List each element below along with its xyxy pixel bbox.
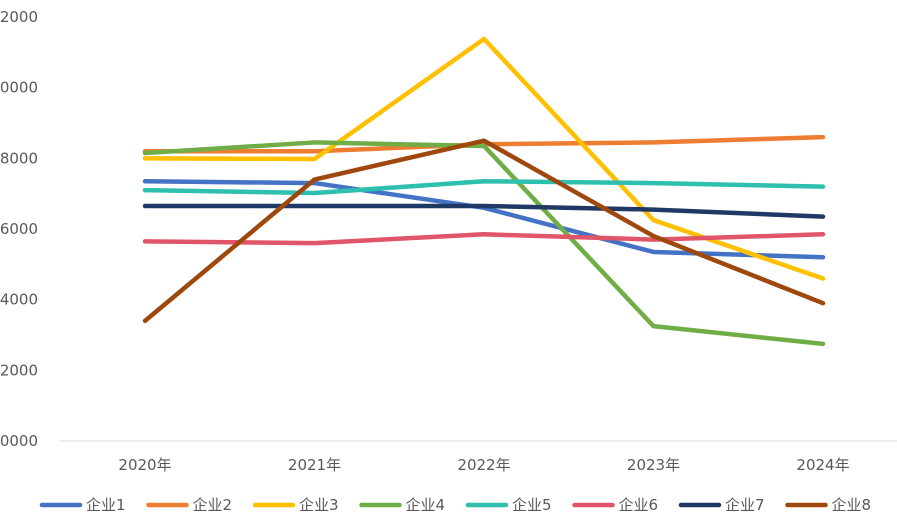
legend-label: 企业2	[193, 496, 233, 514]
y-tick-label: 12000	[0, 361, 38, 379]
y-tick-label: 22000	[0, 8, 38, 26]
series-line-6	[142, 232, 826, 246]
legend-label: 企业6	[619, 496, 659, 514]
y-tick-label: 16000	[0, 220, 38, 238]
y-tick-label: 18000	[0, 149, 38, 167]
x-tick-label: 2022年	[457, 456, 510, 474]
series-lines	[142, 36, 826, 347]
legend-label: 企业3	[299, 496, 339, 514]
x-tick-label: 2023年	[627, 456, 680, 474]
x-tick-label: 2021年	[288, 456, 341, 474]
legend-label: 企业8	[832, 496, 872, 514]
y-tick-label: 20000	[0, 79, 38, 97]
x-tick-label: 2020年	[118, 456, 171, 474]
series-line-4	[142, 140, 826, 347]
y-axis-ticks: 10000 12000 14000 16000 18000 20000 22000	[0, 8, 38, 450]
legend: 企业1 企业2 企业3 企业4 企业5 企业6 企业7 企业8	[39, 496, 872, 514]
legend-label: 企业4	[406, 496, 446, 514]
legend-label: 企业7	[725, 496, 765, 514]
series-line-5	[142, 179, 826, 196]
series-line-8	[142, 138, 826, 324]
y-tick-label: 14000	[0, 291, 38, 309]
y-tick-label: 10000	[0, 432, 38, 450]
x-axis-ticks: 2020年 2021年 2022年 2023年 2024年	[118, 456, 849, 474]
series-line-7	[142, 203, 826, 219]
legend-label: 企业1	[86, 496, 126, 514]
legend-label: 企业5	[512, 496, 552, 514]
x-tick-label: 2024年	[796, 456, 849, 474]
